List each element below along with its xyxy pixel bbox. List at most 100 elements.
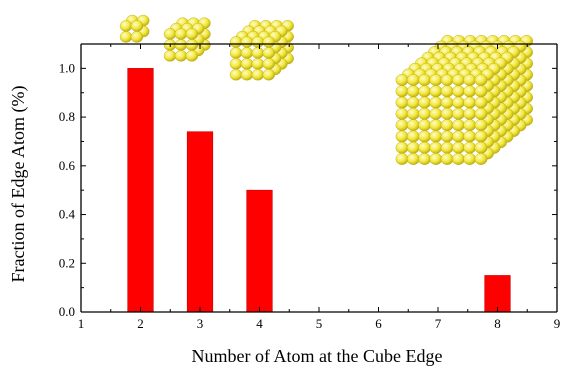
atom (463, 74, 477, 86)
cube-8-atoms-icon (395, 35, 533, 165)
atom (406, 153, 420, 165)
atom (395, 119, 409, 132)
atom (406, 119, 420, 132)
atom (395, 85, 409, 98)
atom (262, 58, 275, 70)
atom (119, 31, 133, 43)
atom (429, 153, 443, 165)
atom (406, 130, 420, 143)
atom (429, 141, 443, 154)
atom (474, 153, 488, 165)
x-tick-label-4: 4 (256, 316, 263, 331)
x-axis-label: Number of Atom at the Cube Edge (192, 346, 443, 366)
atom (406, 141, 420, 154)
atom (440, 119, 454, 132)
y-tick-label-0.6: 0.6 (59, 158, 76, 173)
cube-illustrations (119, 14, 533, 165)
atom (185, 28, 199, 40)
atom (119, 20, 133, 32)
atom (463, 96, 477, 109)
atom (429, 74, 443, 86)
atom (452, 107, 465, 120)
atom (229, 69, 243, 81)
x-tick-label-8: 8 (494, 316, 501, 331)
y-tick-label-0.0: 0.0 (59, 304, 75, 319)
bar-3 (186, 131, 214, 313)
atom (240, 69, 254, 81)
atom (395, 74, 409, 86)
atom (262, 36, 275, 48)
atom (452, 74, 465, 86)
atom (418, 107, 431, 120)
atom (163, 50, 177, 62)
atom (429, 107, 443, 120)
atom (463, 107, 477, 120)
atom (262, 47, 275, 59)
atom (395, 153, 409, 165)
atom (174, 50, 188, 62)
x-tick-label-3: 3 (197, 316, 204, 331)
atom (452, 153, 465, 165)
atom (452, 130, 465, 143)
cube-3-atoms-icon (163, 17, 211, 62)
y-tick-label-0.4: 0.4 (59, 207, 76, 222)
atom (429, 96, 443, 109)
atom (229, 36, 243, 48)
atom (452, 141, 465, 154)
atom (406, 74, 420, 86)
atom (395, 107, 409, 120)
atom (418, 74, 431, 86)
atom (463, 130, 477, 143)
atom (395, 130, 409, 143)
atom (440, 107, 454, 120)
atom (406, 96, 420, 109)
x-tick-label-9: 9 (554, 316, 561, 331)
bars (127, 68, 511, 313)
atom (474, 130, 488, 143)
atom (429, 130, 443, 143)
atom (251, 36, 265, 48)
atom (251, 58, 265, 70)
atom (440, 153, 454, 165)
atom (418, 141, 431, 154)
atom (418, 130, 431, 143)
atom (418, 96, 431, 109)
atom (406, 85, 420, 98)
bar-8 (484, 275, 511, 313)
atom (418, 153, 431, 165)
atom (463, 85, 477, 98)
atom (185, 39, 199, 51)
atom (418, 85, 431, 98)
atom (262, 69, 275, 81)
x-tick-label-5: 5 (316, 316, 323, 331)
atom (429, 85, 443, 98)
atom (130, 20, 144, 32)
atom (452, 119, 465, 132)
atom (474, 96, 488, 109)
atom (395, 141, 409, 154)
atom (240, 58, 254, 70)
y-tick-label-0.8: 0.8 (59, 109, 75, 124)
atom (463, 141, 477, 154)
atom (440, 141, 454, 154)
atom (463, 153, 477, 165)
atom (452, 85, 465, 98)
cube-2-atoms-icon (119, 14, 150, 43)
atom (174, 39, 188, 51)
atom (185, 50, 199, 62)
atom (452, 96, 465, 109)
x-tick-label-6: 6 (375, 316, 382, 331)
atom (463, 119, 477, 132)
cube-4-atoms-icon (229, 20, 294, 81)
atom (251, 47, 265, 59)
x-tick-label-7: 7 (435, 316, 442, 331)
atom (251, 69, 265, 81)
x-tick-label-1: 1 (78, 316, 85, 331)
atom (429, 119, 443, 132)
atom (474, 119, 488, 132)
atom (418, 119, 431, 132)
atom (440, 85, 454, 98)
bar-4 (246, 189, 273, 313)
ticks: 1 2 3 4 5 6 7 8 9 0.0 0.2 0.4 0.6 0.8 1.0 (59, 43, 561, 331)
x-tick-label-2: 2 (137, 316, 144, 331)
